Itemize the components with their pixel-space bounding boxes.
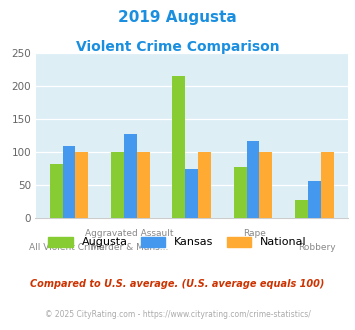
Bar	[321, 152, 334, 218]
Text: © 2025 CityRating.com - https://www.cityrating.com/crime-statistics/: © 2025 CityRating.com - https://www.city…	[45, 310, 310, 319]
Bar	[185, 169, 198, 218]
Bar	[137, 152, 150, 218]
Bar	[198, 152, 211, 218]
Legend: Augusta, Kansas, National: Augusta, Kansas, National	[48, 237, 307, 247]
Bar	[124, 134, 137, 218]
Bar	[260, 152, 272, 218]
Bar	[76, 152, 88, 218]
Text: Rape: Rape	[243, 229, 266, 238]
Bar	[62, 146, 76, 218]
Bar	[234, 167, 247, 218]
Text: Robbery: Robbery	[298, 243, 335, 251]
Bar	[295, 200, 308, 218]
Bar	[50, 164, 62, 218]
Bar	[173, 76, 185, 218]
Text: Aggravated Assault: Aggravated Assault	[85, 229, 174, 238]
Bar	[111, 152, 124, 218]
Text: Compared to U.S. average. (U.S. average equals 100): Compared to U.S. average. (U.S. average …	[30, 279, 325, 289]
Text: Violent Crime Comparison: Violent Crime Comparison	[76, 40, 279, 53]
Text: All Violent Crime: All Violent Crime	[29, 243, 105, 251]
Text: 2019 Augusta: 2019 Augusta	[118, 10, 237, 25]
Bar	[308, 181, 321, 218]
Bar	[247, 141, 260, 218]
Text: Murder & Mans...: Murder & Mans...	[91, 243, 168, 251]
